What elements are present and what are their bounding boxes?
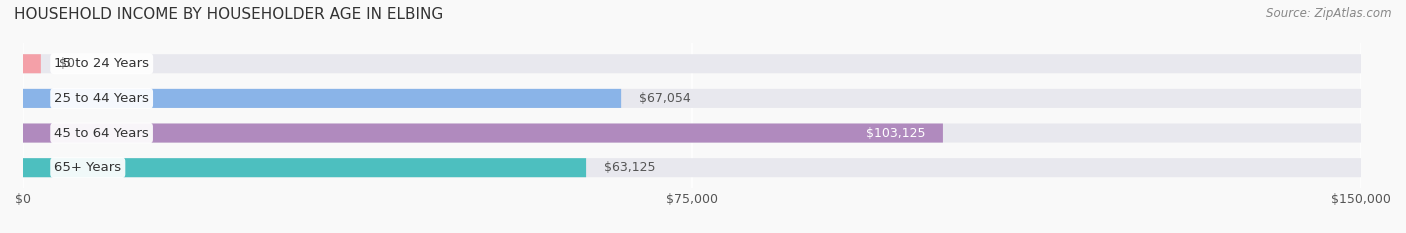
Text: 15 to 24 Years: 15 to 24 Years xyxy=(55,57,149,70)
FancyBboxPatch shape xyxy=(22,54,1361,73)
Text: $103,125: $103,125 xyxy=(866,127,925,140)
FancyBboxPatch shape xyxy=(22,123,1361,143)
Text: Source: ZipAtlas.com: Source: ZipAtlas.com xyxy=(1267,7,1392,20)
FancyBboxPatch shape xyxy=(22,123,943,143)
FancyBboxPatch shape xyxy=(22,89,1361,108)
Text: HOUSEHOLD INCOME BY HOUSEHOLDER AGE IN ELBING: HOUSEHOLD INCOME BY HOUSEHOLDER AGE IN E… xyxy=(14,7,443,22)
FancyBboxPatch shape xyxy=(22,54,41,73)
Text: $67,054: $67,054 xyxy=(638,92,690,105)
FancyBboxPatch shape xyxy=(22,158,1361,177)
Text: $63,125: $63,125 xyxy=(605,161,655,174)
Text: 65+ Years: 65+ Years xyxy=(55,161,121,174)
Text: 25 to 44 Years: 25 to 44 Years xyxy=(55,92,149,105)
Text: $0: $0 xyxy=(59,57,75,70)
FancyBboxPatch shape xyxy=(22,89,621,108)
Text: 45 to 64 Years: 45 to 64 Years xyxy=(55,127,149,140)
FancyBboxPatch shape xyxy=(22,158,586,177)
